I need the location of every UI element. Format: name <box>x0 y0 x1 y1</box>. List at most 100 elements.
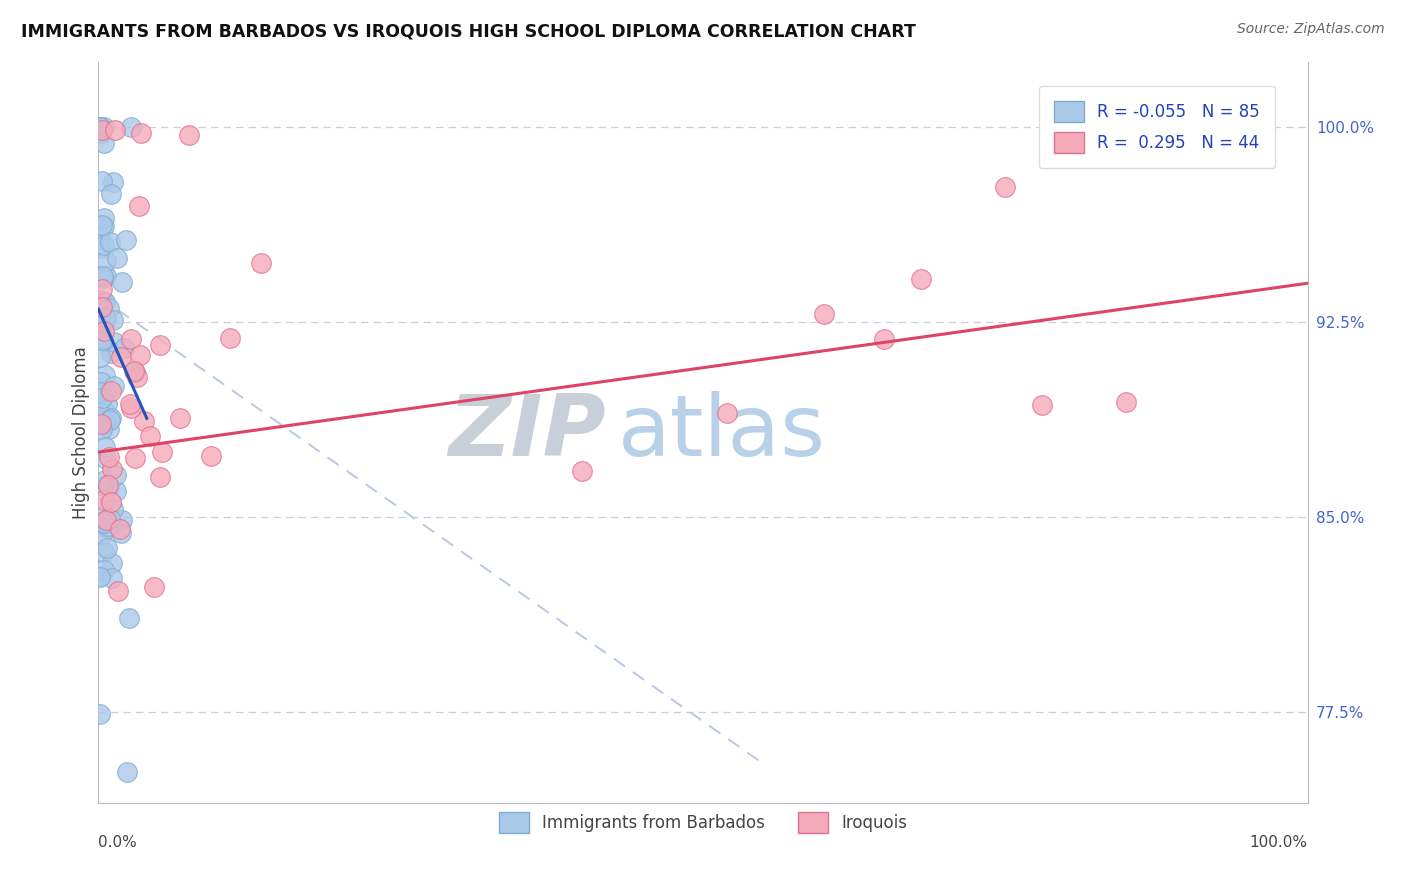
Point <box>105 467 128 482</box>
Y-axis label: High School Diploma: High School Diploma <box>72 346 90 519</box>
Point <box>91 515 114 529</box>
Point <box>117 610 139 624</box>
Point <box>93 414 115 428</box>
Point <box>1031 398 1053 412</box>
Point <box>120 332 142 346</box>
Point <box>91 422 114 436</box>
Point <box>94 310 117 325</box>
Point <box>94 268 117 283</box>
Point <box>90 333 112 347</box>
Point <box>91 418 114 433</box>
Point <box>91 479 114 493</box>
Point <box>179 128 201 143</box>
Point <box>108 522 131 536</box>
Point <box>100 187 122 202</box>
Point <box>90 319 112 334</box>
Point <box>97 519 120 533</box>
Point <box>124 364 146 378</box>
Point <box>128 199 150 213</box>
Point <box>100 345 122 359</box>
Point <box>93 493 115 508</box>
Point <box>112 341 135 355</box>
Point <box>117 764 139 779</box>
Point <box>96 541 118 555</box>
Point <box>94 452 117 467</box>
Point <box>104 123 127 137</box>
Point <box>813 307 835 321</box>
Point <box>103 379 125 393</box>
Text: 0.0%: 0.0% <box>98 836 138 850</box>
Point <box>129 348 152 362</box>
Point <box>111 275 134 289</box>
Point <box>97 477 120 491</box>
Text: ZIP: ZIP <box>449 391 606 475</box>
Point <box>94 513 117 527</box>
Point <box>93 294 115 309</box>
Point <box>90 282 112 296</box>
Text: atlas: atlas <box>619 391 827 475</box>
Point <box>994 180 1017 194</box>
Point <box>89 232 111 246</box>
Point <box>129 126 152 140</box>
Point <box>93 516 115 530</box>
Point <box>93 120 115 135</box>
Point <box>100 571 122 585</box>
Point <box>100 461 122 475</box>
Point <box>93 211 115 225</box>
Point <box>90 174 112 188</box>
Point <box>169 410 191 425</box>
Point <box>89 706 111 721</box>
Point <box>250 255 273 269</box>
Point <box>139 429 162 443</box>
Point <box>96 397 118 411</box>
Point <box>93 316 115 330</box>
Point <box>93 324 115 338</box>
Point <box>110 525 132 540</box>
Point <box>124 450 146 465</box>
Point <box>105 483 128 498</box>
Point <box>89 385 111 400</box>
Point <box>90 120 112 135</box>
Point <box>91 219 114 233</box>
Point <box>91 391 114 405</box>
Point <box>143 580 166 594</box>
Point <box>105 252 128 266</box>
Point <box>93 545 115 559</box>
Point <box>120 120 142 135</box>
Text: 100.0%: 100.0% <box>1250 836 1308 850</box>
Point <box>716 406 738 420</box>
Point <box>96 521 118 535</box>
Point <box>91 269 114 284</box>
Point <box>101 556 124 570</box>
Point <box>94 311 117 326</box>
Point <box>124 365 146 379</box>
Point <box>100 384 122 398</box>
Point <box>200 449 222 463</box>
Point <box>93 563 115 577</box>
Point <box>98 512 121 526</box>
Point <box>89 293 111 307</box>
Point <box>219 330 242 344</box>
Point <box>111 513 134 527</box>
Point <box>98 235 121 250</box>
Point <box>571 464 593 478</box>
Point <box>110 350 132 364</box>
Point <box>89 120 111 135</box>
Point <box>90 417 112 431</box>
Point <box>89 241 111 255</box>
Legend: Immigrants from Barbados, Iroquois: Immigrants from Barbados, Iroquois <box>485 798 921 847</box>
Point <box>94 368 117 382</box>
Point <box>97 301 120 316</box>
Point <box>873 332 896 346</box>
Point <box>94 254 117 268</box>
Point <box>91 410 114 425</box>
Point <box>1115 395 1137 409</box>
Point <box>132 414 155 428</box>
Point <box>89 569 111 583</box>
Point <box>93 294 115 309</box>
Point <box>93 310 115 324</box>
Point <box>101 502 124 516</box>
Point <box>89 268 111 283</box>
Point <box>91 123 114 137</box>
Point <box>93 238 115 252</box>
